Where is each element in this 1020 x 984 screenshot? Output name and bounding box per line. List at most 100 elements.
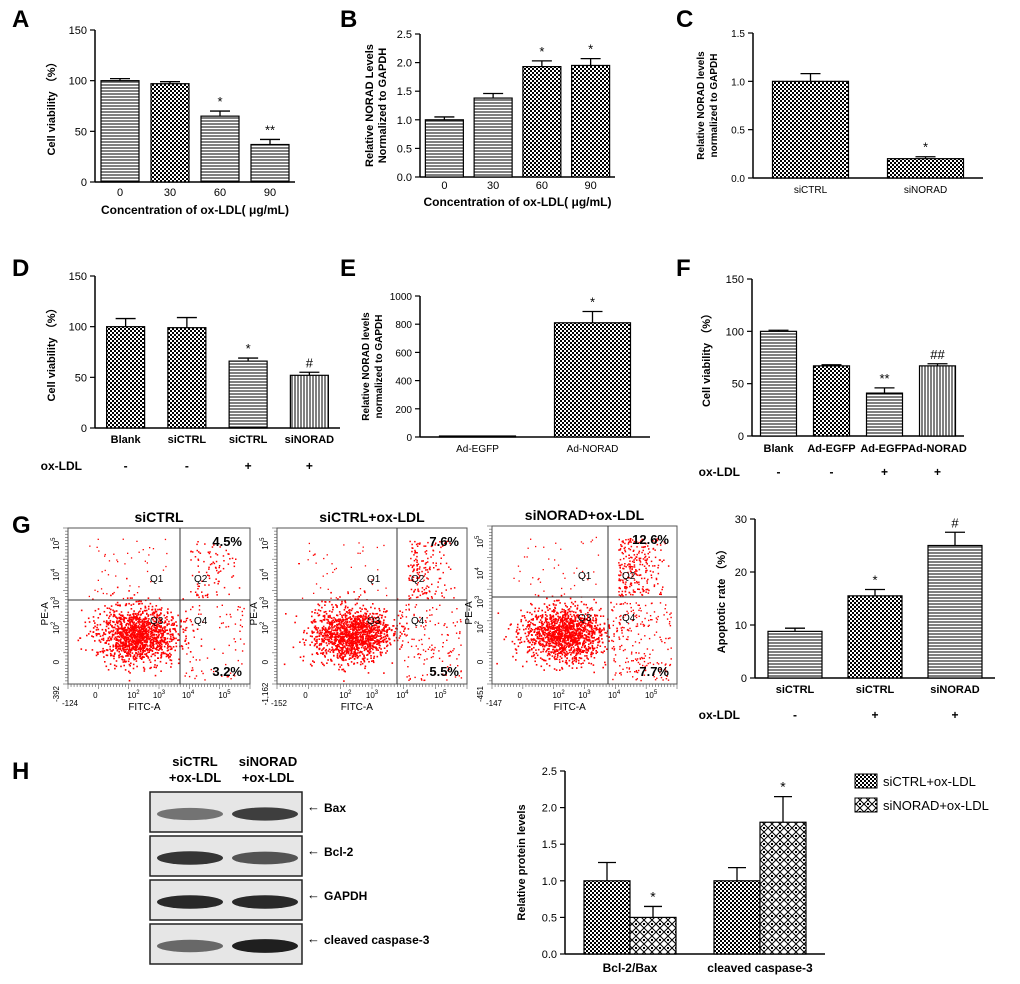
x-category-label: siCTRL (856, 684, 895, 696)
flow-y-tick-label: 104 (475, 567, 485, 580)
flow-x-min-label: -152 (271, 699, 288, 708)
treatment-sign: + (306, 459, 313, 473)
bar (200, 115, 240, 183)
flow-dot-cloud (77, 538, 245, 682)
x-category-label: Ad-EGFP (807, 443, 855, 455)
y-tick-label: 1.0 (731, 77, 745, 88)
treatment-sign: + (934, 465, 941, 479)
x-category-label: 60 (214, 187, 226, 199)
y-axis-label: Cell viability （%） (700, 308, 713, 407)
band-arrow: ← (307, 799, 320, 814)
flow-y-tick-label: 105 (260, 537, 270, 550)
flow-x-ticks (67, 684, 251, 689)
significance-mark: ** (879, 371, 889, 386)
flow-y-tick-label: 105 (475, 535, 485, 548)
q4-percentage: 5.5% (429, 664, 459, 679)
blot-strip-2: ← Bcl-2 (149, 835, 354, 877)
q4-percentage: 3.2% (212, 664, 242, 679)
y-tick-label: 0 (81, 423, 87, 435)
x-category-label: 0 (117, 187, 123, 199)
y-tick-label: 1.0 (542, 876, 557, 888)
treatment-sign: - (124, 459, 128, 473)
flow-x-tick-label: 104 (396, 690, 409, 700)
flow-x-min-label: -147 (486, 699, 503, 708)
significance-mark: # (951, 515, 959, 530)
flow-dot-cloud (283, 540, 463, 682)
q4-percentage: 7.7% (639, 664, 669, 679)
significance-mark: * (246, 341, 251, 356)
significance-mark: * (780, 779, 786, 795)
y-tick-label: 200 (395, 405, 412, 416)
y-tick-label: 0 (741, 673, 747, 685)
lane-label: +ox-LDL (242, 770, 294, 785)
flow-y-tick-label: 103 (475, 595, 485, 608)
flow-x-ticks (491, 684, 678, 689)
flow-x-ticks (276, 684, 468, 689)
x-category-label: cleaved caspase-3 (707, 961, 813, 975)
x-category-label: Blank (764, 443, 795, 455)
y-tick-label: 150 (69, 25, 87, 37)
band-label: Bax (324, 801, 346, 815)
band-arrow: ← (307, 843, 320, 858)
panel-letter-d: D (12, 255, 30, 282)
lane-label: siCTRL (172, 754, 218, 769)
x-category-label: siNORAD (904, 185, 947, 196)
flow-x-tick-label: 104 (608, 690, 621, 700)
bar (289, 374, 329, 429)
flow-x-tick-label: 104 (182, 690, 195, 700)
flow-y-axis-label: PE-A (40, 602, 51, 626)
x-category-label: 30 (164, 187, 176, 199)
q2-percentage: 12.6% (632, 532, 669, 547)
flow-x-tick-label: 102 (339, 690, 352, 700)
lane-label: siNORAD (239, 754, 298, 769)
flow-y-tick-label: 103 (51, 596, 61, 609)
flow-plot-1: siCTRL Q1 Q2 Q3 Q4 4.5% 3.2% -124 0 102 103 104 105 F… (40, 509, 251, 713)
x-category-label: 0 (441, 180, 447, 192)
chart-h-bar: 0.0 0.5 1.0 1.5 2.0 2.5 Relative protein level… (516, 766, 989, 975)
y-tick-label: 800 (395, 320, 412, 331)
x-category-label: Ad-EGFP (456, 444, 499, 455)
blot-band (232, 807, 298, 821)
bar (250, 143, 290, 183)
treatment-sign: + (871, 708, 878, 722)
x-category-label: Blank (111, 434, 142, 446)
blot-strip-1: ← Bax (149, 791, 346, 833)
bar (473, 97, 513, 178)
flow-y-axis-label: PE-A (464, 601, 475, 625)
x-category-label: Bcl-2/Bax (603, 961, 658, 975)
bar (553, 322, 632, 438)
chart-e: 0 200 400 600 800 1000 Relative NORAD levels no… (361, 292, 650, 455)
flow-y-tick-label: 105 (51, 537, 61, 550)
quadrant-label-q2: Q2 (622, 571, 636, 582)
y-axis-label: Relative NORAD levels normalized to GAPDH (696, 51, 720, 160)
y-tick-label: 2.5 (542, 766, 557, 778)
bar (100, 80, 140, 183)
y-tick-label: 2.0 (542, 803, 557, 815)
x-category-label: siNORAD (285, 434, 335, 446)
flow-x-tick-label: 0 (93, 691, 98, 700)
flow-x-tick-label: 103 (153, 690, 166, 700)
x-category-label: Ad-EGFP (860, 443, 908, 455)
bar (812, 365, 851, 437)
blot-band (157, 939, 223, 953)
bar (771, 80, 850, 179)
x-category-label: 30 (487, 180, 499, 192)
quadrant-label-q3: Q3 (150, 616, 164, 627)
y-tick-label: 400 (395, 377, 412, 388)
bar (767, 630, 823, 679)
blot-band (232, 939, 298, 953)
bar (886, 158, 965, 179)
lane-label: +ox-LDL (169, 770, 221, 785)
flow-x-axis-label: FITC-A (128, 702, 161, 713)
y-tick-label: 50 (75, 126, 87, 138)
quadrant-label-q2: Q2 (411, 574, 425, 585)
y-tick-label: 0 (738, 431, 744, 443)
significance-mark: ## (930, 347, 945, 362)
y-tick-label: 0.0 (397, 172, 412, 184)
flow-plot-3: siNORAD+ox-LDL Q1 Q2 Q3 Q4 12.6% 7.7% -147 0 102 1… (464, 507, 678, 713)
x-category-label: 60 (536, 180, 548, 192)
bar (918, 365, 957, 437)
significance-mark: * (539, 44, 544, 59)
